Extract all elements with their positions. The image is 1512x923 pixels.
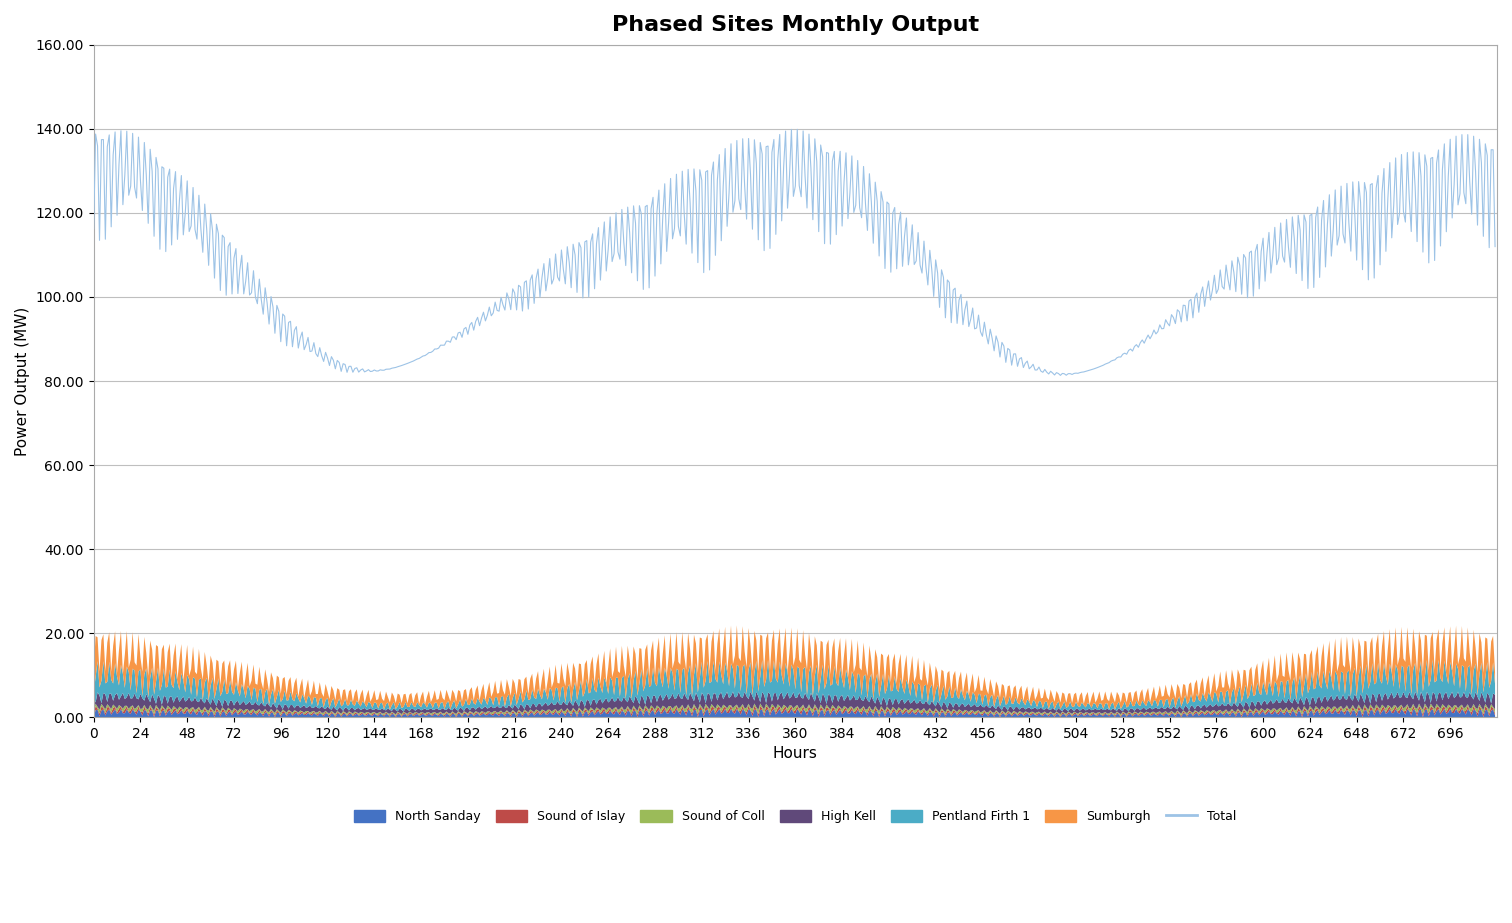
Line: Total: Total <box>94 129 1495 376</box>
Total <box>1486 241 1504 252</box>
Total <box>254 308 272 319</box>
Total <box>110 159 129 170</box>
Total <box>85 223 103 234</box>
Y-axis label: Power Output (MW): Power Output (MW) <box>15 306 30 456</box>
Total <box>968 322 986 333</box>
Legend: North Sanday, Sound of Islay, Sound of Coll, High Kell, Pentland Firth 1, Sumbur: North Sanday, Sound of Islay, Sound of C… <box>348 804 1243 830</box>
Total <box>788 124 806 135</box>
Total <box>1051 370 1069 381</box>
Title: Phased Sites Monthly Output: Phased Sites Monthly Output <box>612 15 978 35</box>
Total <box>470 320 488 331</box>
Total <box>1009 361 1027 372</box>
Total <box>396 359 414 370</box>
X-axis label: Hours: Hours <box>773 747 818 761</box>
